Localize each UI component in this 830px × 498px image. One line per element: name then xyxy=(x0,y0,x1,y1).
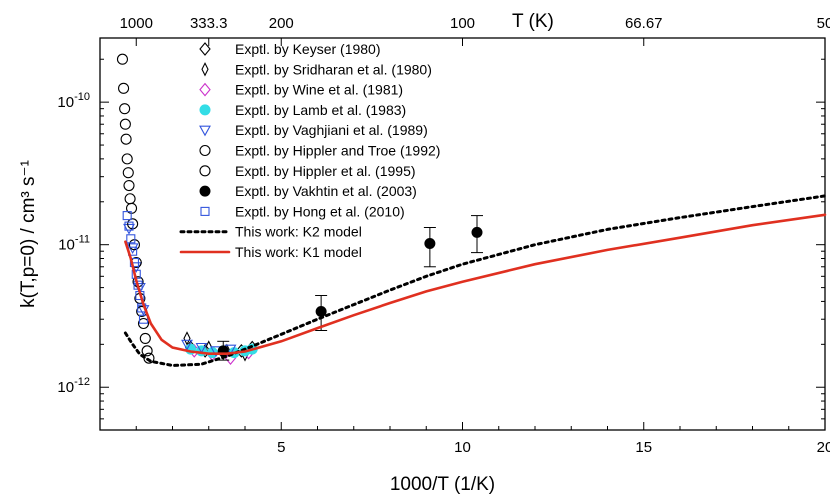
y-axis-title: k(T,p=0) / cm³ s⁻¹ xyxy=(18,160,39,308)
legend-marker xyxy=(199,144,211,157)
legend-entry: Exptl. by Vakhtin et al. (2003) xyxy=(199,183,417,199)
legend-entry: Exptl. by Hippler and Troe (1992) xyxy=(199,143,440,159)
legend-label: Exptl. by Sridharan et al. (1980) xyxy=(235,61,432,77)
top-tick-label: 50 xyxy=(817,15,830,32)
data-point xyxy=(124,221,134,231)
data-point xyxy=(195,342,208,354)
legend-label: Exptl. by Hippler and Troe (1992) xyxy=(235,143,440,159)
data-point xyxy=(137,317,150,330)
legend-marker xyxy=(199,42,211,56)
legend-marker xyxy=(199,185,211,197)
series-5 xyxy=(116,53,138,214)
y-tick-label: 10-11 xyxy=(58,234,90,254)
top-tick-label: 66.67 xyxy=(625,15,663,32)
data-series xyxy=(116,53,827,368)
series-10 xyxy=(124,213,827,355)
series-9 xyxy=(123,194,827,368)
top-axis-title: T (K) xyxy=(512,11,554,32)
legend-label: Exptl. by Vaghjiani et al. (1989) xyxy=(235,122,428,138)
legend-entry: Exptl. by Vaghjiani et al. (1989) xyxy=(199,122,428,138)
legend-marker xyxy=(199,104,211,116)
legend-entry: Exptl. by Lamb et al. (1983) xyxy=(199,102,406,118)
data-point xyxy=(126,234,136,244)
legend-marker xyxy=(199,82,211,97)
x-tick-label: 10 xyxy=(454,439,471,456)
data-point xyxy=(424,237,436,249)
legend-label: This work: K2 model xyxy=(235,224,362,240)
x-tick-label: 15 xyxy=(635,439,652,456)
series-line xyxy=(123,194,827,368)
data-point xyxy=(315,305,327,317)
data-point xyxy=(471,226,483,238)
legend-entry: Exptl. by Hong et al. (2010) xyxy=(200,203,405,219)
series-line xyxy=(124,213,827,355)
legend-marker xyxy=(200,206,210,216)
legend: Exptl. by Keyser (1980) Exptl. by Sridhar… xyxy=(179,41,440,260)
plot-frame xyxy=(99,37,826,431)
data-point xyxy=(122,167,134,179)
data-point xyxy=(119,118,131,130)
legend-marker xyxy=(201,62,209,77)
top-tick-label: 200 xyxy=(269,15,294,32)
data-point xyxy=(141,345,153,357)
x-tick-label: 20 xyxy=(817,439,830,456)
data-point xyxy=(121,153,133,165)
legend-entry: Exptl. by Sridharan et al. (1980) xyxy=(201,61,432,77)
data-point xyxy=(183,331,191,346)
legend-entry: This work: K1 model xyxy=(179,244,362,260)
legend-label: Exptl. by Lamb et al. (1983) xyxy=(235,102,406,118)
legend-label: Exptl. by Hippler et al. (1995) xyxy=(235,163,416,179)
data-point xyxy=(120,133,132,145)
data-point xyxy=(119,103,131,115)
legend-label: Exptl. by Hong et al. (2010) xyxy=(235,203,405,219)
data-point xyxy=(139,332,151,344)
legend-label: Exptl. by Vakhtin et al. (2003) xyxy=(235,183,417,199)
legend-label: Exptl. by Keyser (1980) xyxy=(235,41,381,57)
data-point xyxy=(138,314,149,324)
top-tick-label: 1000 xyxy=(120,15,153,32)
top-tick-label: 333.3 xyxy=(190,15,228,32)
plot-border xyxy=(99,37,826,431)
legend-entry: Exptl. by Keyser (1980) xyxy=(199,41,381,57)
legend-label: This work: K1 model xyxy=(235,244,362,260)
data-point xyxy=(129,257,139,268)
axis-ticks: 5 10 15 20 1000 333.3 200 100 66.67 50 10-10 10-11 1… xyxy=(57,15,830,456)
legend-marker xyxy=(199,125,211,137)
legend-label: Exptl. by Wine et al. (1981) xyxy=(235,82,403,98)
data-point xyxy=(118,82,130,94)
top-tick-label: 100 xyxy=(450,15,475,32)
data-point xyxy=(122,211,132,221)
data-point xyxy=(126,243,139,254)
legend-marker xyxy=(199,165,211,177)
legend-entry: This work: K2 model xyxy=(179,224,362,240)
data-point xyxy=(181,339,193,351)
y-tick-label: 10-10 xyxy=(57,91,90,111)
x-axis-title: 1000/T (1/K) xyxy=(390,474,495,495)
y-tick-label: 10-12 xyxy=(57,376,90,396)
legend-entry: Exptl. by Hippler et al. (1995) xyxy=(199,163,416,179)
x-tick-label: 5 xyxy=(277,439,285,456)
data-point xyxy=(116,53,129,65)
data-point xyxy=(124,193,136,205)
data-point xyxy=(123,179,135,192)
legend-entry: Exptl. by Wine et al. (1981) xyxy=(199,82,403,98)
